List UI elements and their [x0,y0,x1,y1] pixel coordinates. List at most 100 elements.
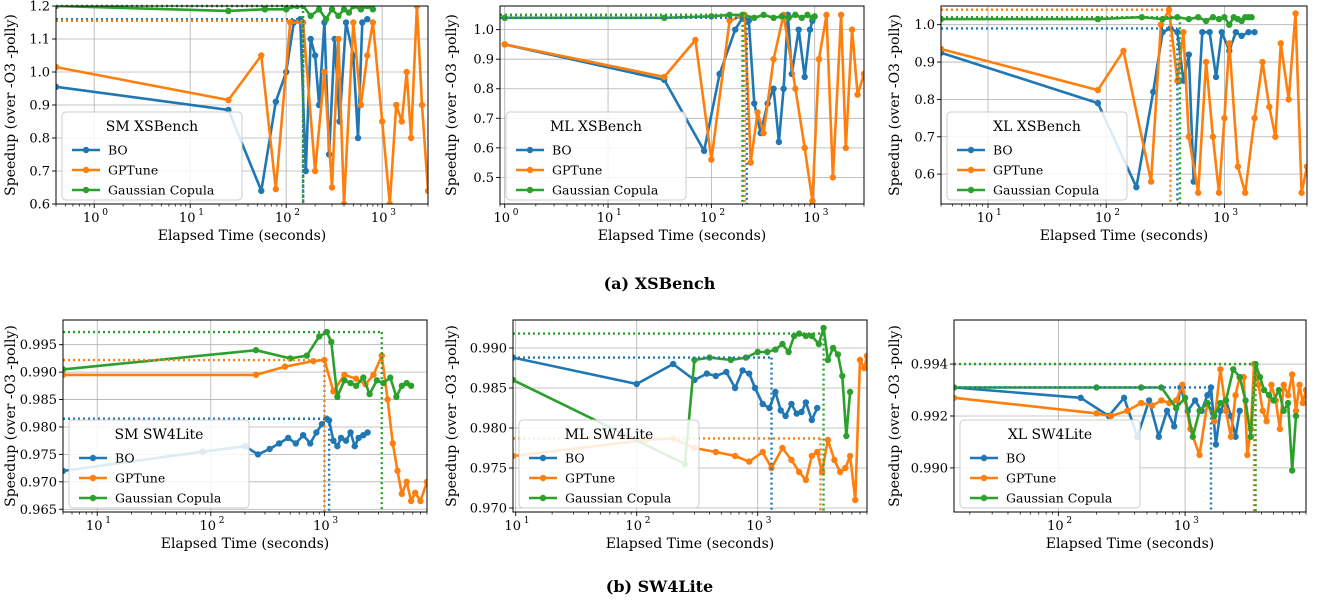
data-point [785,14,792,22]
data-point [369,19,377,26]
data-point [1218,28,1225,36]
data-point [1124,407,1131,415]
data-point [708,13,715,20]
y-tick-label: 0.990 [20,366,57,381]
data-point [1215,189,1223,196]
data-point [366,390,373,398]
y-tick-label: 0.6 [914,168,935,183]
data-point [846,388,854,396]
data-point [352,382,360,390]
y-tick-label: 0.9 [914,56,935,71]
x-axis-label: Elapsed Time (seconds) [606,536,775,552]
y-axis-label: Speedup (over -O3 -polly) [3,14,19,196]
y-tick-label: 0.7 [473,112,494,127]
data-point [661,14,668,22]
data-point [726,17,733,24]
legend-box [946,111,1128,201]
data-point [790,332,798,340]
data-point [1247,433,1254,440]
data-point [770,85,777,92]
data-point [1268,381,1275,389]
data-point [726,11,733,19]
data-point [387,374,394,381]
x-tick-exponent: 1 [996,208,1002,218]
data-point [63,366,67,373]
data-point [692,36,699,44]
legend-marker [539,494,547,502]
data-point [398,490,405,498]
y-tick-label: 0.995 [20,338,57,353]
caption-sw4lite: (b) SW4Lite [605,577,714,596]
data-point [1265,392,1273,399]
data-point [941,45,945,53]
data-point [1217,366,1224,373]
plot-area [954,360,1306,474]
legend-marker [539,474,547,482]
data-point [823,11,830,19]
y-tick-label: 0.970 [470,502,507,517]
legend-title: XL XSBench [993,119,1081,135]
data-point [1221,114,1228,122]
data-point [341,377,348,384]
data-point [759,448,766,456]
y-tick-label: 0.992 [911,410,948,425]
data-point [334,393,341,400]
data-point [1230,366,1237,373]
data-point [1211,412,1218,420]
data-point [1255,381,1262,389]
chart-4: 10 1 10 2 10 30.9650.9700.9750.9800.9850.9900… [3,319,428,552]
data-point [842,464,849,472]
data-point [335,35,342,43]
data-point [1212,441,1220,448]
data-point [700,147,708,155]
data-point [1232,433,1239,440]
y-tick-label: 0.6 [473,141,494,156]
x-tick-label: 10 [1174,519,1191,534]
legend-title: ML SW4Lite [565,427,654,443]
data-point [1148,402,1156,409]
data-point [407,497,415,505]
legend-entry: GPTune [115,471,165,486]
data-point [712,448,719,456]
y-tick-label: 0.990 [470,342,507,357]
legend-marker [82,186,90,194]
x-tick-label: 10 [371,211,388,226]
data-point [792,85,799,92]
legend-entry: Gaussian Copula [1006,491,1113,506]
data-point [1284,399,1292,407]
data-point [1093,410,1100,417]
data-point [770,55,777,63]
legend-marker [967,146,975,154]
y-tick-label: 0.980 [470,422,507,437]
data-point [1194,14,1202,21]
data-point [252,371,260,379]
legend-entry: BO [552,143,572,158]
data-point [801,144,808,152]
x-tick-label: 10 [275,211,292,226]
data-point [1157,21,1165,28]
x-tick-label: 10 [179,211,196,226]
data-point [809,197,816,204]
data-point [1292,10,1299,17]
data-point [751,14,758,22]
data-point [802,476,810,484]
x-axis-label: Elapsed Time (seconds) [158,228,327,244]
x-axis-label: Elapsed Time (seconds) [161,536,330,552]
data-point [1221,14,1228,21]
data-point [316,333,323,340]
data-point [1199,28,1206,36]
data-point [354,134,362,142]
data-point [272,98,280,105]
data-point [360,374,367,381]
data-point [1227,433,1235,440]
data-point [1234,163,1242,170]
data-point [513,376,517,384]
data-point [225,7,232,15]
data-point [275,440,283,447]
data-point [808,416,816,424]
legend-entry: Gaussian Copula [565,491,672,506]
y-axis-label: Speedup (over -O3 -polly) [887,14,903,196]
data-point [355,434,362,442]
data-point [1292,412,1300,420]
